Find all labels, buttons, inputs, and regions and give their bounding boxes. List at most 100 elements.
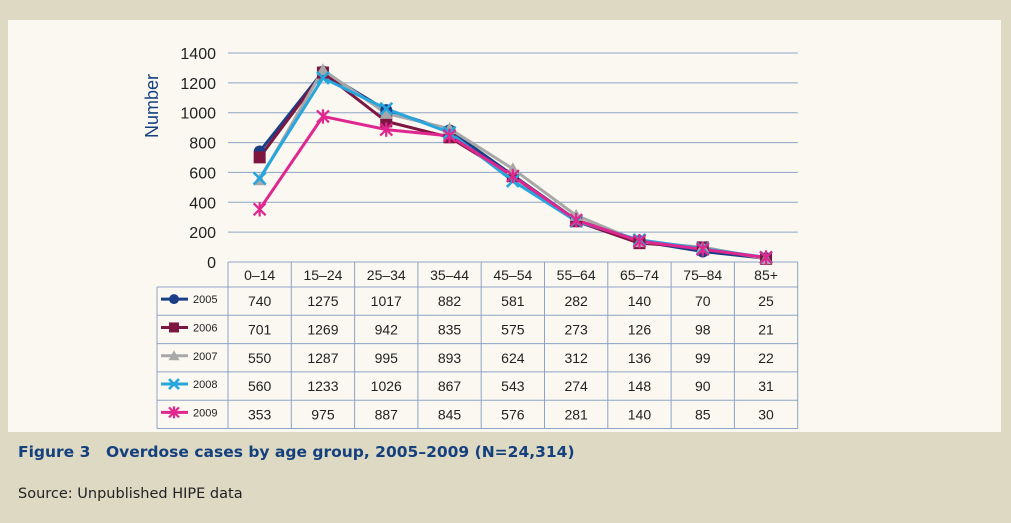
y-axis-ticks: 0 200 400 600 800 1000 1200 1400 <box>180 46 216 272</box>
data-point-2009 <box>379 122 394 137</box>
legend-marker-2009 <box>168 406 180 419</box>
table-cell: 98 <box>695 321 711 337</box>
y-tick-label: 800 <box>189 136 216 153</box>
table-cell: 1287 <box>307 350 338 366</box>
legend-label-2007: 2007 <box>193 351 217 363</box>
data-point-2009 <box>759 250 773 265</box>
x-category-label: 45–54 <box>493 267 532 283</box>
data-point-2008-stroke <box>252 171 267 186</box>
table-cell: 99 <box>695 350 711 366</box>
table-cell: 282 <box>564 293 588 309</box>
data-point-2009 <box>316 109 330 124</box>
legend-label-2008: 2008 <box>193 379 217 391</box>
y-axis-label: Number <box>142 74 162 138</box>
table-cell: 148 <box>628 378 652 394</box>
table-cell: 576 <box>501 406 525 422</box>
data-point-2009 <box>569 212 583 228</box>
data-point-2008-stroke <box>379 101 394 116</box>
table-cell: 136 <box>628 350 652 366</box>
figure-title: Overdose cases by age group, 2005–2009 (… <box>106 443 575 461</box>
table-cell: 140 <box>628 406 652 422</box>
table-cell: 543 <box>501 378 525 394</box>
table-cell: 85 <box>695 406 711 422</box>
data-point-2008 <box>316 71 330 85</box>
figure-caption: Figure 3 Overdose cases by age group, 200… <box>18 443 575 461</box>
data-point-2008-stroke <box>316 71 330 85</box>
table-cell: 845 <box>438 406 462 422</box>
legend-label-2006: 2006 <box>193 322 217 334</box>
y-tick-label: 600 <box>189 165 216 182</box>
legend-marker-2007 <box>168 350 180 361</box>
table-cell: 575 <box>501 321 525 337</box>
table-cell: 312 <box>564 350 588 366</box>
figure-source: Source: Unpublished HIPE data <box>18 486 243 502</box>
data-point-2006 <box>253 151 266 164</box>
table-cell: 887 <box>375 406 399 422</box>
table-cell: 1026 <box>371 378 402 394</box>
data-point-2009 <box>252 202 267 217</box>
y-tick-label: 0 <box>207 255 216 272</box>
table-cell: 701 <box>248 321 272 337</box>
table-cell: 126 <box>628 321 652 337</box>
table-cell: 274 <box>564 378 588 394</box>
table-cell: 560 <box>248 378 272 394</box>
table-cell: 21 <box>758 321 774 337</box>
table-cell: 995 <box>375 350 399 366</box>
data-point-2009 <box>695 242 710 257</box>
data-table: 0–14 15–24 25–34 35–44 45–54 55–64 65–74 75–84 8… <box>156 261 799 429</box>
table-cell: 893 <box>438 350 462 366</box>
legend-marker-2008-stroke <box>168 378 180 390</box>
data-point-2008 <box>379 101 394 116</box>
data-point-2009 <box>506 168 520 184</box>
legend-label-2005: 2005 <box>193 294 217 306</box>
table-cell: 550 <box>248 350 272 366</box>
table-cell: 1269 <box>307 321 338 337</box>
table-cell: 140 <box>628 293 652 309</box>
table-cell: 867 <box>438 378 462 394</box>
table-cell: 1233 <box>307 378 338 394</box>
table-cell: 581 <box>501 293 525 309</box>
x-category-label: 35–44 <box>430 267 469 283</box>
x-category-label: 75–84 <box>683 267 722 283</box>
y-tick-label: 1000 <box>180 106 216 123</box>
table-cell: 624 <box>501 350 525 366</box>
x-category-label: 65–74 <box>620 267 659 283</box>
table-cell: 22 <box>758 350 774 366</box>
legend-marker-2005 <box>169 294 179 305</box>
table-cell: 31 <box>758 378 774 394</box>
legend-marker-2008 <box>168 378 180 390</box>
data-point-2009 <box>632 233 647 249</box>
x-category-label: 55–64 <box>557 267 596 283</box>
y-tick-label: 1400 <box>180 46 216 63</box>
table-cell: 1017 <box>371 293 402 309</box>
top-band <box>0 0 1011 20</box>
table-cell: 273 <box>564 321 588 337</box>
table-cell: 25 <box>758 293 774 309</box>
caption-band <box>0 432 1011 523</box>
table-cell: 70 <box>695 293 711 309</box>
table-cell: 1275 <box>307 293 338 309</box>
data-point-2008 <box>252 171 267 186</box>
x-category-label: 15–24 <box>303 267 342 283</box>
data-point-2007 <box>316 63 330 76</box>
chart-panel <box>8 20 1001 432</box>
y-tick-label: 1200 <box>180 76 216 93</box>
x-category-label: 25–34 <box>367 267 406 283</box>
table-cell: 882 <box>438 293 462 309</box>
data-point-2009 <box>442 128 457 144</box>
overdose-chart: 0 200 400 600 800 1000 1200 1400 Number 0–14 15–… <box>142 46 799 429</box>
table-cell: 353 <box>248 406 272 422</box>
table-cell: 90 <box>695 378 711 394</box>
figure-number: Figure 3 <box>18 443 91 461</box>
table-cell: 942 <box>375 321 399 337</box>
legend-label-2009: 2009 <box>193 407 217 419</box>
x-category-label: 85+ <box>754 267 778 283</box>
data-point-2007 <box>379 106 393 119</box>
y-tick-label: 400 <box>189 195 216 212</box>
series-markers <box>252 63 773 265</box>
table-cell: 30 <box>758 406 774 422</box>
legend-marker-2006 <box>169 322 179 333</box>
table-cell: 835 <box>438 321 462 337</box>
table-cell: 975 <box>311 406 335 422</box>
y-tick-label: 200 <box>189 225 216 242</box>
